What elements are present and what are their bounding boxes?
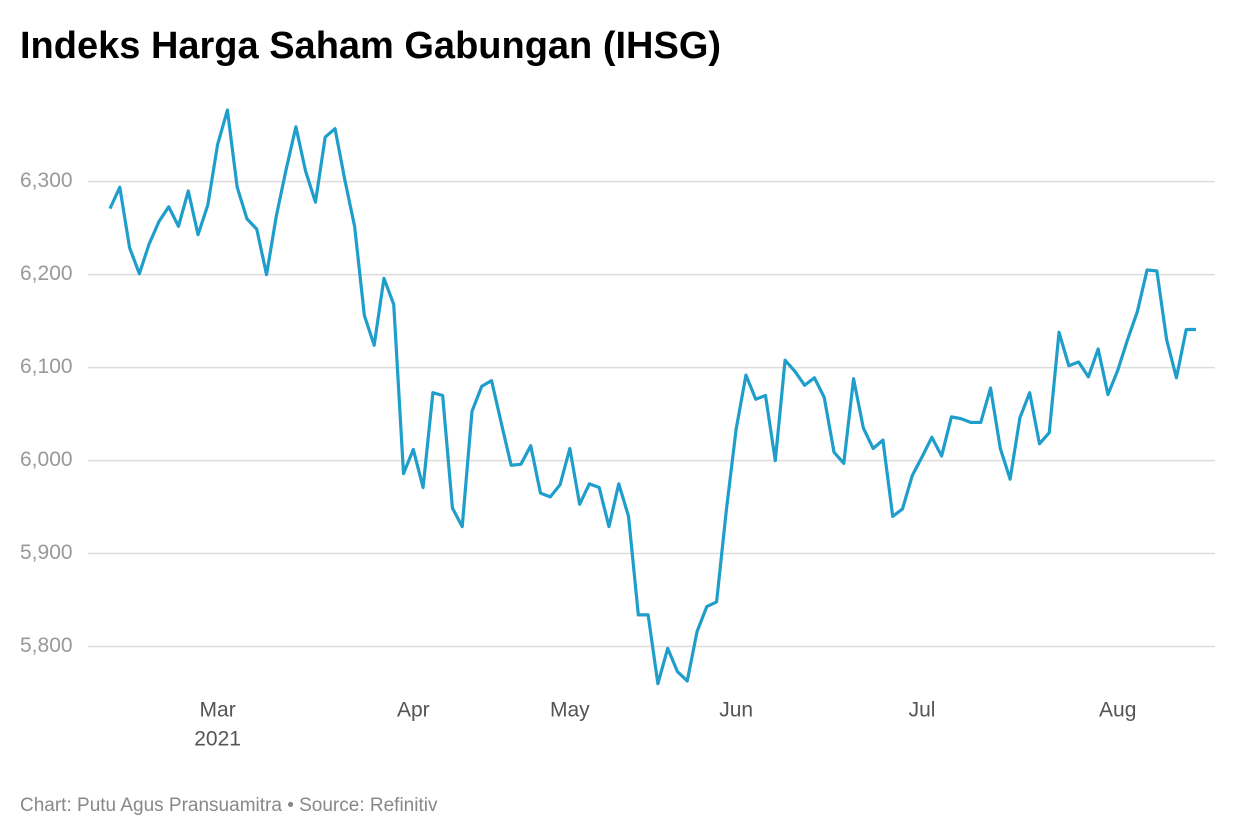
y-tick-label: 6,000 [20,448,73,471]
footer: Chart: Putu Agus Pransuamitra • Source: … [20,795,438,816]
y-tick-label: 5,800 [20,634,73,657]
x-tick-label: Aug [1099,699,1136,722]
x-year-label: 2021 [194,728,241,751]
x-tick-label: Jun [719,699,753,722]
x-tick-label: Jul [909,699,936,722]
x-tick-label: Mar [200,699,236,722]
x-tick-label: May [550,699,590,722]
y-tick-label: 6,200 [20,262,73,285]
y-tick-label: 6,300 [20,169,73,192]
x-tick-label: Apr [397,699,430,722]
chart-title: Indeks Harga Saham Gabungan (IHSG) [20,25,721,67]
y-tick-label: 6,100 [20,355,73,378]
y-tick-label: 5,900 [20,541,73,564]
line [108,108,1196,686]
